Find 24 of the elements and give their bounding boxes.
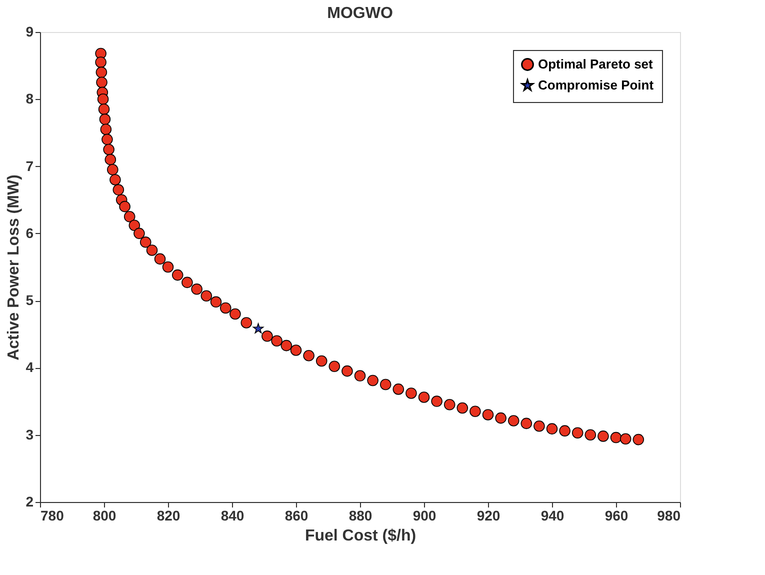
x-tick-label: 800: [92, 508, 116, 524]
legend-label: Optimal Pareto set: [538, 56, 654, 72]
x-tick-label: 780: [40, 508, 64, 524]
y-tick-label: 6: [26, 224, 34, 241]
y-tick-label: 4: [26, 359, 34, 376]
x-tick-label: 920: [476, 508, 500, 524]
y-axis-title: Active Power Loss (MW): [6, 174, 23, 360]
y-tick-label: 5: [26, 292, 34, 308]
legend-label: Compromise Point: [538, 78, 654, 92]
x-tick-label: 820: [156, 508, 180, 524]
x-tick-label: 840: [220, 508, 244, 524]
x-tick-label: 980: [657, 508, 681, 524]
chart-title: MOGWO: [327, 5, 393, 22]
x-axis-title: Fuel Cost ($/h): [304, 528, 416, 544]
y-tick-label: 7: [26, 158, 34, 174]
x-tick-label: 860: [284, 508, 308, 524]
y-tick-label: 9: [26, 24, 34, 40]
x-tick-label: 880: [348, 508, 372, 524]
x-tick-label: 900: [412, 508, 436, 524]
x-tick-label: 960: [604, 508, 628, 524]
y-tick-label: 2: [26, 494, 34, 510]
y-tick-label: 8: [26, 90, 34, 107]
y-tick-label: 3: [26, 426, 34, 442]
x-tick-label: 940: [540, 508, 564, 524]
